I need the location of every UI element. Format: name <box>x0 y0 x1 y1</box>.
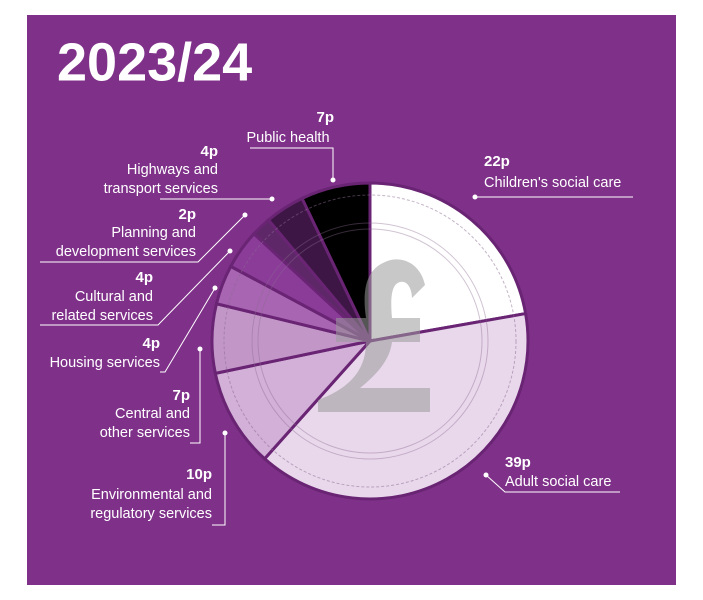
category-label: Adult social care <box>505 474 611 490</box>
leader-dot <box>212 285 218 291</box>
leader-line <box>160 287 216 373</box>
leader-dot <box>472 194 478 200</box>
category-label: regulatory services <box>90 506 212 522</box>
value-label: 39p <box>505 454 531 471</box>
leader-dot <box>222 430 228 436</box>
leader-line <box>212 433 226 526</box>
value-label: 4p <box>135 269 153 286</box>
pie-slice <box>300 181 372 342</box>
category-label: Central and <box>115 406 190 422</box>
leader-line <box>190 349 201 444</box>
category-label: Public health <box>246 130 329 146</box>
chart-title: 2023/24 <box>57 32 252 92</box>
labels: 22p Children's social care 39p Adult social… <box>40 109 633 526</box>
category-label: Children's social care <box>484 175 621 191</box>
leader-dot <box>197 346 203 352</box>
inner-ring <box>251 222 489 460</box>
leader-dot <box>269 196 275 202</box>
leader-line <box>485 474 620 493</box>
value-label: 7p <box>316 109 334 126</box>
inner-ring <box>257 228 483 454</box>
category-label: related services <box>51 308 153 324</box>
inner-ring <box>223 194 517 488</box>
value-label: 7p <box>172 387 190 404</box>
leader-dot <box>227 248 233 254</box>
pie-slice <box>368 181 528 343</box>
leader-line <box>40 250 231 326</box>
value-label: 10p <box>186 466 212 483</box>
leader-dot <box>330 177 336 183</box>
leader-dot <box>483 472 489 478</box>
category-label: Housing services <box>50 355 160 371</box>
value-label: 4p <box>142 335 160 352</box>
category-label: development services <box>56 244 196 260</box>
leader-line <box>40 214 246 263</box>
leader-line <box>250 147 334 180</box>
value-label: 22p <box>484 153 510 170</box>
category-label: Planning and <box>111 225 196 241</box>
value-label: 2p <box>178 206 196 223</box>
category-label: other services <box>100 425 190 441</box>
pie <box>210 181 530 501</box>
pie-slice <box>213 338 375 461</box>
category-label: Environmental and <box>91 487 212 503</box>
pound-icon <box>318 259 430 412</box>
category-label: transport services <box>104 181 218 197</box>
leader-dot <box>242 212 248 218</box>
category-label: Cultural and <box>75 289 153 305</box>
value-label: 4p <box>200 143 218 160</box>
category-label: Highways and <box>127 162 218 178</box>
